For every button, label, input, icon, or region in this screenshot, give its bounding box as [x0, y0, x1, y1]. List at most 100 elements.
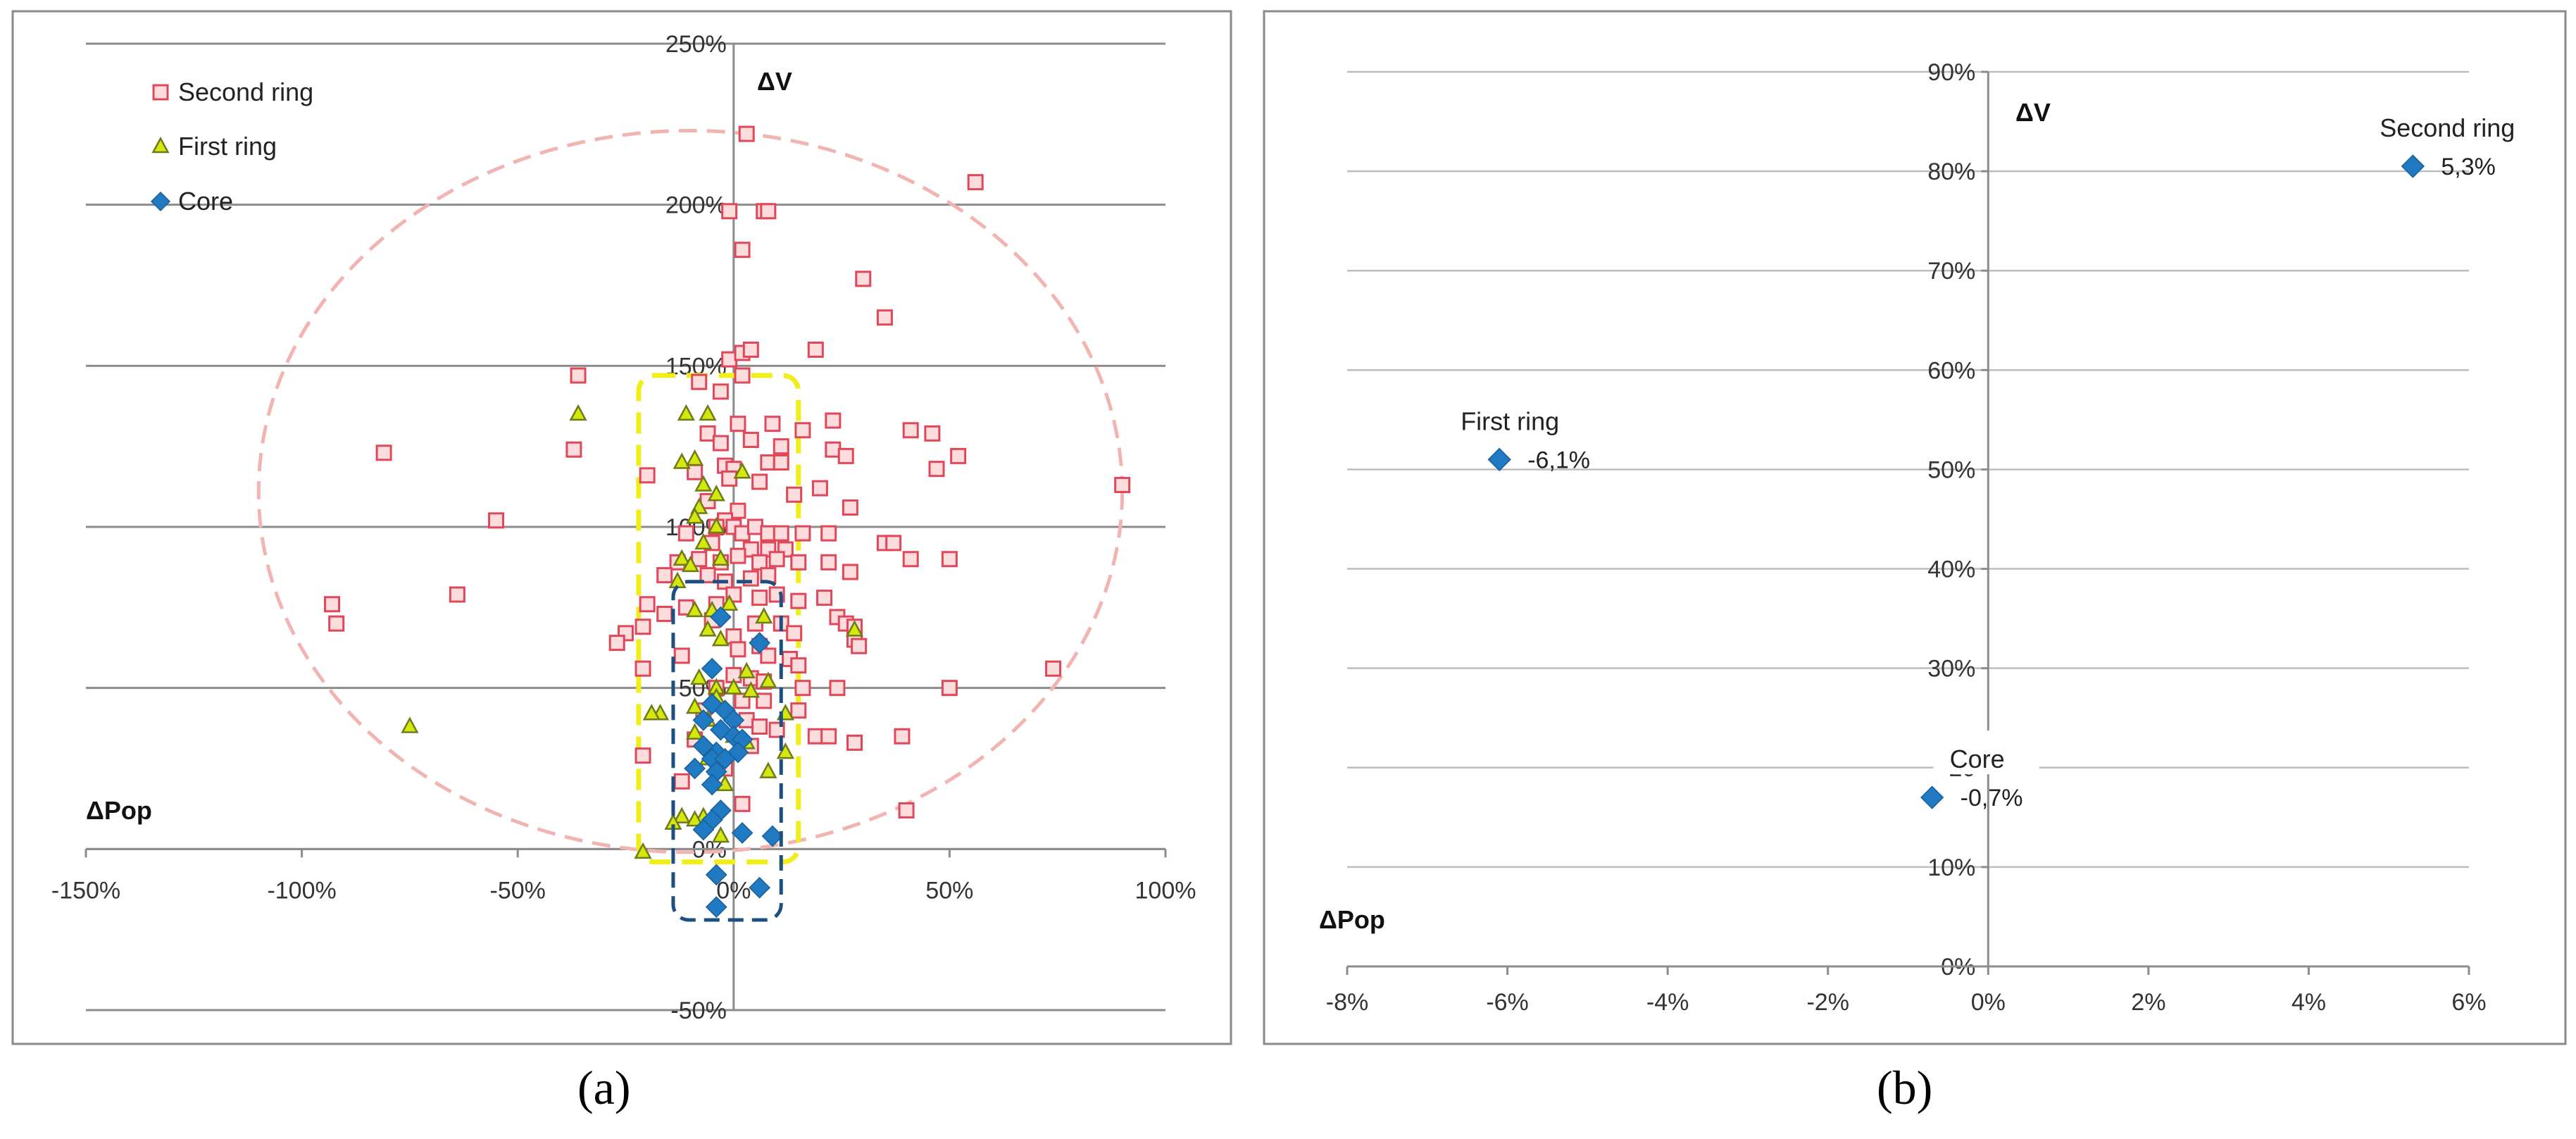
core-box-annotation	[671, 580, 783, 922]
point-square	[794, 422, 811, 439]
point-square	[634, 660, 651, 677]
point-diamond	[749, 876, 770, 899]
point-diamond	[705, 864, 727, 886]
point-square	[790, 554, 807, 571]
point-square	[842, 499, 858, 516]
point-square	[324, 596, 341, 613]
point-square	[786, 625, 803, 642]
point-triangle	[686, 723, 704, 740]
point-triangle	[686, 507, 704, 524]
chart-b: 0%10%2030%40%50%60%70%80%90%-8%-6%-4%-2%…	[1319, 59, 2515, 1016]
point-square	[851, 637, 868, 654]
point-square	[634, 747, 651, 764]
point-square	[764, 416, 781, 432]
point-triangle	[699, 404, 717, 421]
point-triangle	[742, 681, 760, 698]
core-label-background	[1933, 730, 2039, 775]
point-triangle	[699, 620, 717, 637]
point-square	[608, 635, 625, 652]
point-square	[751, 590, 768, 606]
legend-label: First ring	[178, 132, 277, 161]
point-square	[876, 309, 893, 326]
point-square	[742, 341, 759, 358]
point-triangle	[845, 620, 864, 637]
point-square	[950, 447, 967, 464]
point-triangle	[401, 716, 419, 733]
point-square	[928, 461, 945, 478]
point-square	[1114, 477, 1131, 494]
point-square	[730, 416, 746, 432]
point-square	[673, 647, 690, 664]
point-square	[846, 734, 863, 751]
legend-label: Core	[178, 187, 233, 216]
point-triangle	[634, 842, 652, 859]
point-square	[742, 432, 759, 449]
point-square	[786, 486, 803, 503]
point-triangle	[707, 485, 725, 502]
y-tick-label-b: 60%	[1927, 357, 1975, 384]
point-triangle	[694, 475, 713, 492]
point-square	[825, 412, 842, 429]
point-diamond	[749, 632, 770, 654]
data-point-b	[2401, 154, 2425, 178]
point-diamond	[710, 606, 732, 628]
point-square	[768, 551, 785, 568]
point-triangle	[755, 606, 773, 624]
point-square	[811, 480, 828, 497]
x-tick-label-a: -150%	[51, 877, 120, 904]
point-square	[751, 554, 768, 571]
x-tick-label-b: 6%	[2451, 989, 2486, 1016]
point-triangle	[759, 761, 777, 778]
point-square	[820, 728, 837, 745]
point-square	[855, 270, 872, 287]
point-triangle	[673, 549, 691, 566]
x-tick-label-b: -8%	[1326, 989, 1368, 1016]
x-tick-label-b: 2%	[2131, 989, 2165, 1016]
point-square	[734, 242, 751, 259]
point-square	[656, 567, 673, 584]
point-square	[634, 618, 651, 635]
point-value-label: 5,3%	[2441, 154, 2496, 180]
point-triangle	[681, 555, 700, 573]
point-square	[816, 590, 833, 606]
point-name-label: Second ring	[2380, 113, 2515, 142]
point-square	[967, 174, 984, 191]
point-triangle	[737, 661, 756, 679]
point-square	[941, 551, 958, 568]
point-square	[790, 657, 807, 674]
point-square	[902, 422, 919, 439]
point-square	[751, 473, 768, 490]
point-square	[756, 692, 773, 709]
point-square	[842, 564, 858, 580]
legend-marker-triangle	[151, 136, 170, 154]
point-triangle	[673, 452, 691, 469]
point-square	[885, 535, 902, 552]
point-value-label: -6,1%	[1527, 447, 1590, 473]
point-square	[807, 341, 824, 358]
x-tick-label-b: -2%	[1806, 989, 1849, 1016]
point-square	[734, 367, 751, 384]
point-triangle	[720, 594, 739, 611]
legend-label: Second ring	[178, 77, 313, 106]
point-square	[894, 728, 911, 745]
point-diamond	[714, 747, 736, 770]
point-triangle	[733, 462, 751, 479]
point-square	[902, 551, 919, 568]
point-square	[734, 795, 751, 812]
point-square	[712, 383, 729, 400]
point-triangle	[569, 404, 587, 421]
y-tick-label-a: -50%	[670, 997, 726, 1024]
point-square	[565, 441, 582, 458]
point-triangle	[677, 404, 695, 421]
point-triangle	[725, 678, 743, 695]
point-triangle	[711, 629, 730, 647]
point-triangle	[759, 671, 777, 688]
legend-marker-diamond	[150, 191, 171, 212]
x-tick-label-b: -4%	[1646, 989, 1689, 1016]
point-square	[656, 605, 673, 622]
x-tick-label-a: 0%	[716, 877, 751, 904]
x-axis-title-a: ΔPop	[86, 796, 152, 825]
point-square	[924, 425, 941, 442]
point-diamond	[692, 819, 715, 841]
